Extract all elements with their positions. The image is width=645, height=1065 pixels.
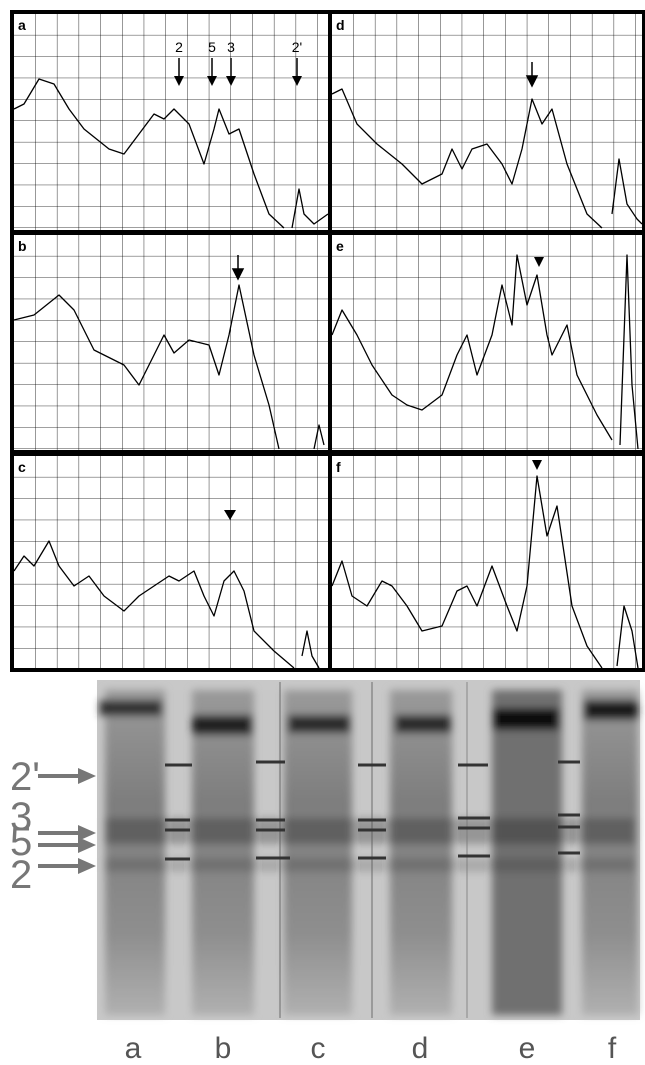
peak-label: 5 (208, 39, 216, 55)
peak-arrow (534, 257, 544, 267)
panel-label: e (336, 238, 344, 254)
panel: f (331, 456, 642, 669)
panel-label: d (336, 17, 345, 33)
band-label: 3 (10, 795, 32, 839)
panel: d (331, 14, 643, 230)
panel-label: c (18, 459, 26, 475)
panel: b (13, 235, 328, 450)
peak-label: 3 (227, 39, 235, 55)
band-label: 2 (10, 853, 32, 897)
panel-label: b (18, 238, 27, 254)
lane-label: d (412, 1032, 429, 1065)
band-labels: 2' 3 5 2 (10, 755, 96, 897)
lane-label: c (311, 1032, 326, 1065)
peak-arrow (525, 62, 539, 88)
band-label: 5 (10, 820, 32, 864)
lane-label: e (519, 1032, 536, 1065)
band-label: 2' (10, 755, 40, 799)
peak-label: 2' (292, 39, 302, 55)
peak-arrow (231, 255, 245, 281)
gel (97, 680, 640, 1020)
panel: e (331, 235, 642, 450)
lane-label: f (608, 1032, 617, 1065)
panel-label: f (336, 459, 341, 475)
lane-label: b (215, 1032, 232, 1065)
marker-dashes (165, 760, 580, 861)
lane-label: a (125, 1032, 142, 1065)
panel: c (13, 456, 328, 669)
panel: a 2 5 3 2' (13, 14, 329, 230)
panel-label: a (18, 17, 26, 33)
peak-label: 2 (175, 39, 183, 55)
peak-arrow (532, 460, 542, 470)
lane-labels: a b c d e f (125, 1032, 617, 1065)
peak-arrows: 2 5 3 2' (174, 39, 302, 86)
peak-arrow (224, 510, 236, 520)
